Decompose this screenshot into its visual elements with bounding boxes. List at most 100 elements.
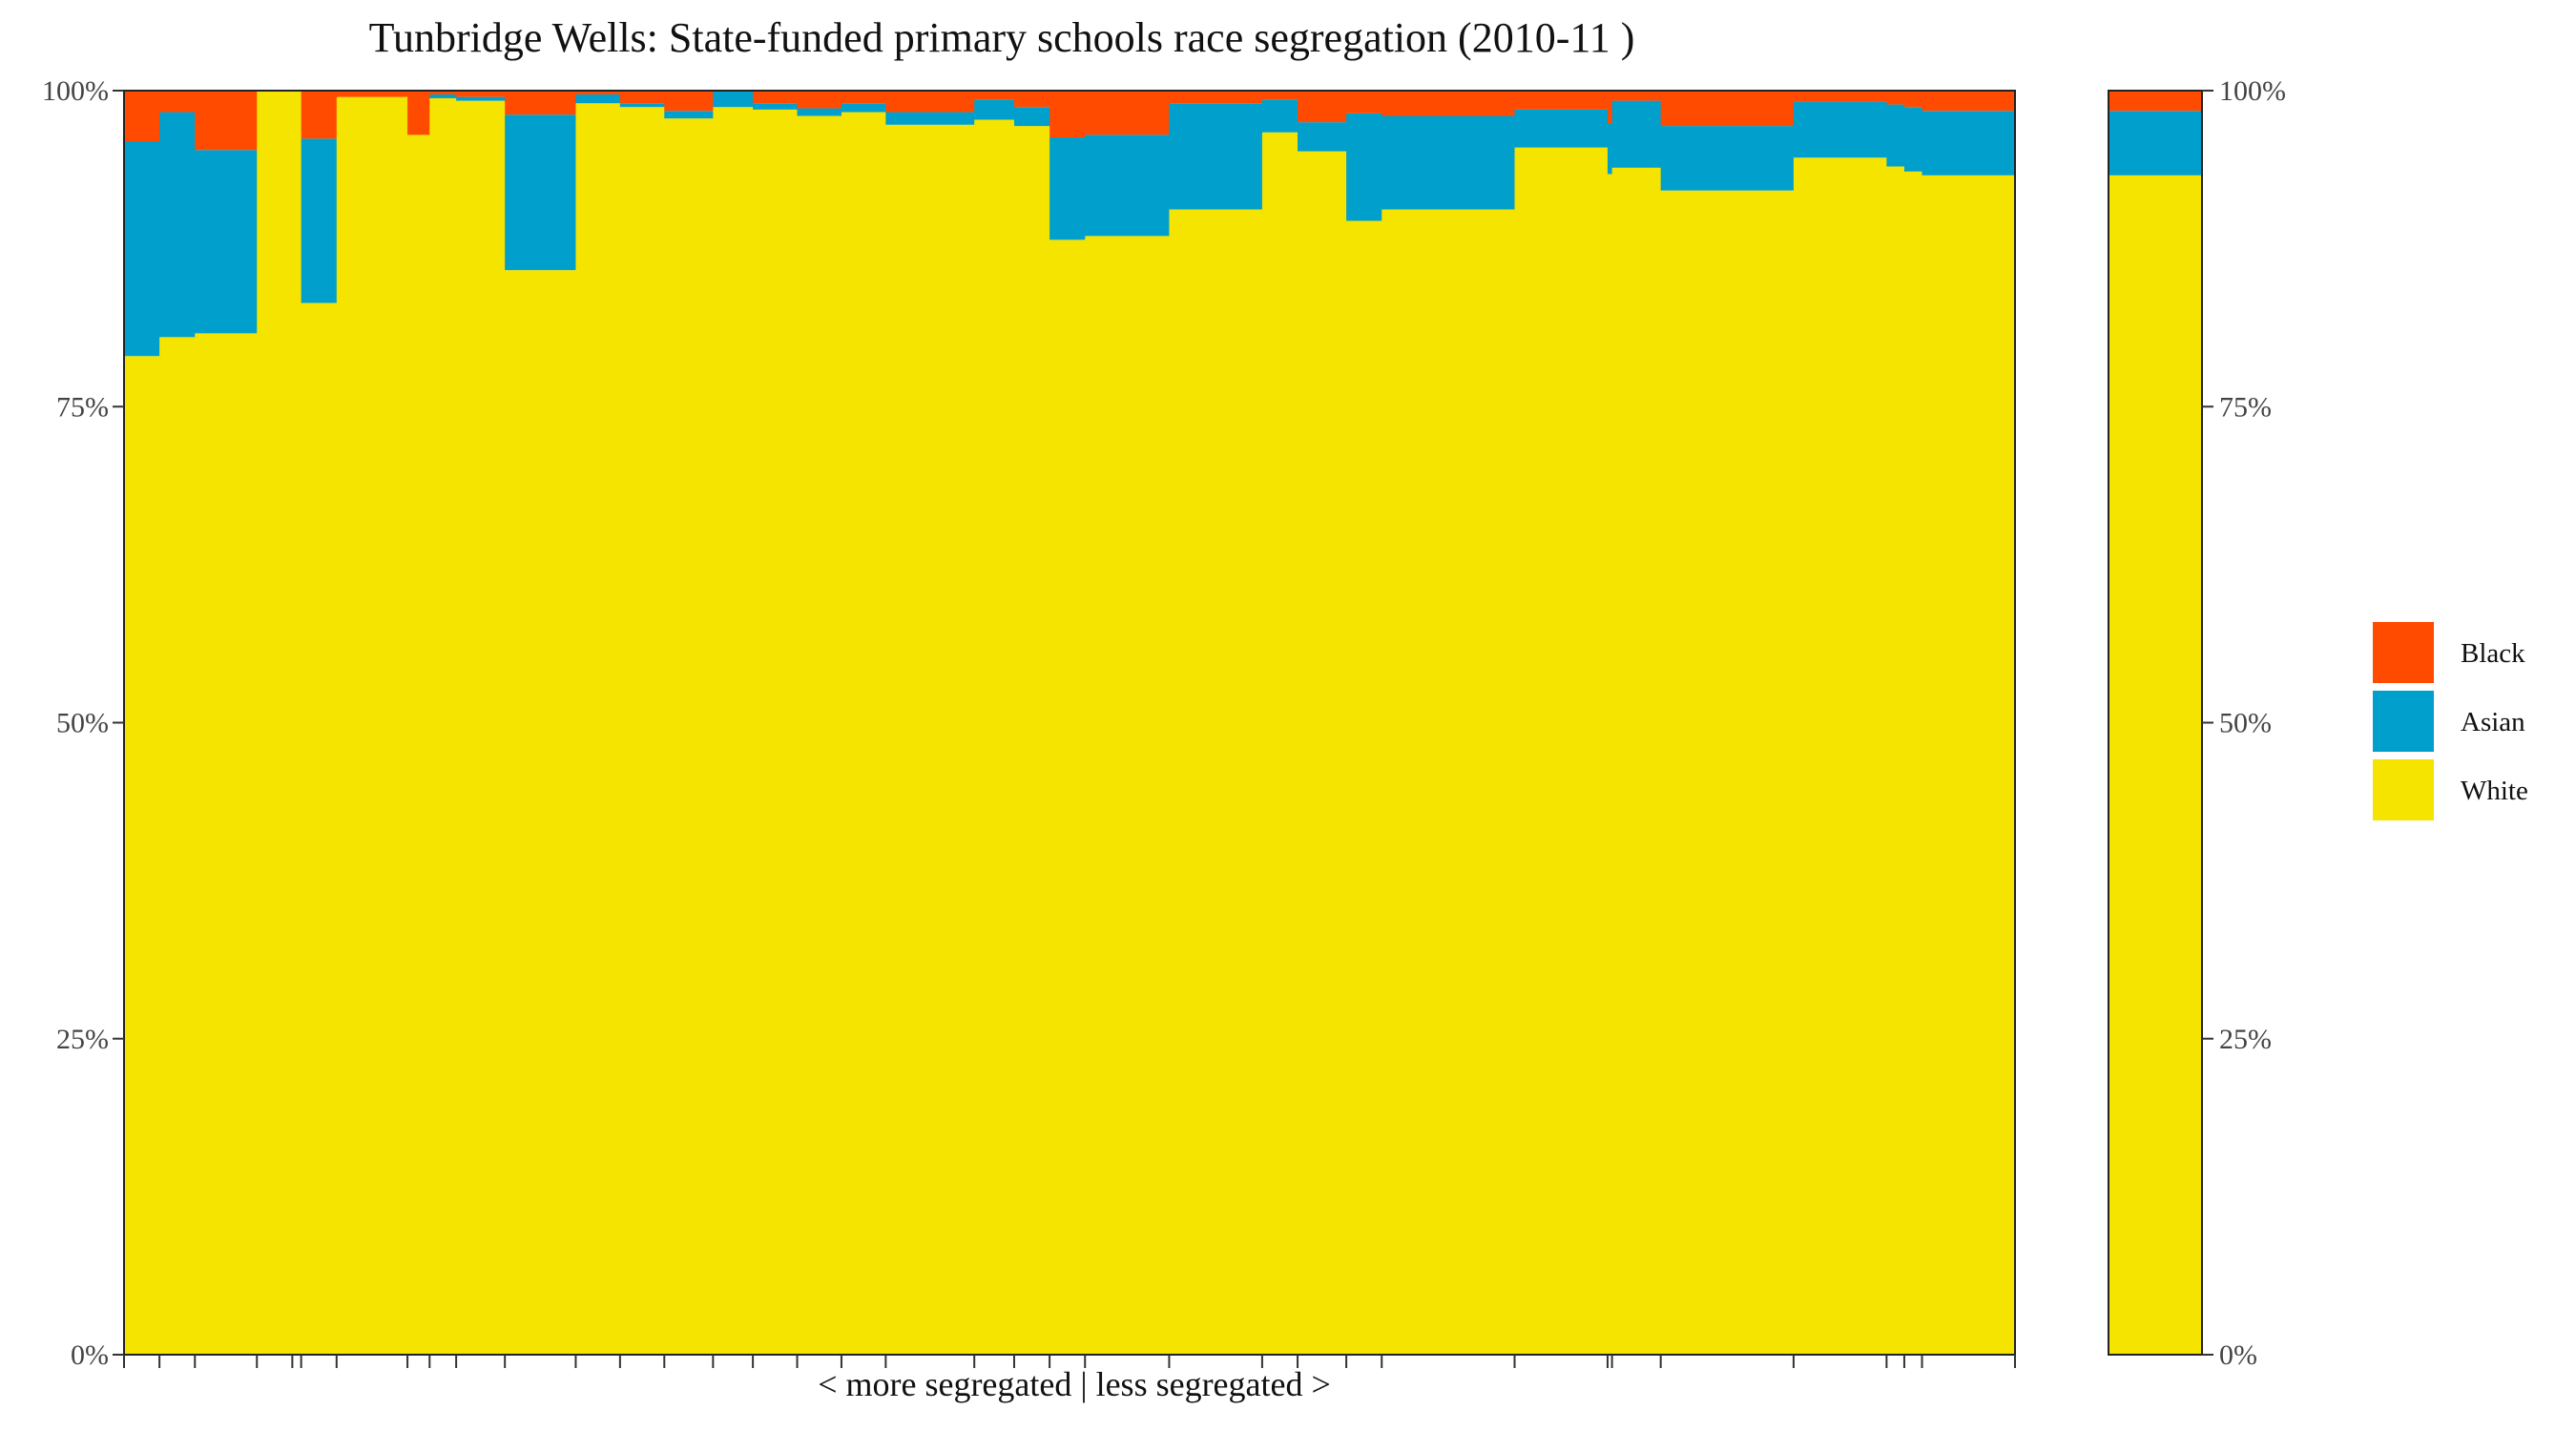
- bar-black-8: [429, 91, 457, 94]
- bar-black-21: [1049, 91, 1086, 138]
- bar-black-24: [1261, 91, 1298, 100]
- bar-white-14: [713, 107, 754, 1356]
- bar-black-7: [407, 91, 430, 135]
- bar-black-1: [159, 91, 196, 113]
- bar-black-5: [301, 91, 338, 139]
- bar-asian-33: [1886, 104, 1905, 167]
- y-tick-label-left: 25%: [56, 1024, 109, 1055]
- bar-black-18: [885, 91, 975, 113]
- bar-asian-34: [1903, 107, 1923, 172]
- bar-white-18: [885, 124, 975, 1355]
- bar-white-21: [1049, 239, 1086, 1356]
- bar-white-3: [257, 91, 293, 1355]
- y-tick-label-right: 100%: [2219, 75, 2286, 107]
- bar-asian-19: [974, 99, 1015, 120]
- bar-asian-28: [1514, 109, 1609, 148]
- bar-white-33: [1886, 166, 1905, 1355]
- legend-swatch-black: [2373, 622, 2434, 683]
- bar-asian-26: [1346, 113, 1382, 221]
- bar-white-35: [1922, 175, 2016, 1355]
- bar-black-0: [124, 91, 160, 141]
- y-tick-label-right: 25%: [2219, 1024, 2272, 1055]
- bar-black-overall: [2109, 91, 2203, 112]
- bar-asian-2: [195, 150, 258, 334]
- bar-asian-overall: [2109, 111, 2203, 176]
- bar-asian-30: [1611, 100, 1662, 168]
- legend-label-white: White: [2461, 776, 2528, 806]
- school-bars: [124, 91, 2016, 1356]
- legend-label-black: Black: [2461, 638, 2525, 669]
- bar-white-1: [159, 337, 196, 1355]
- bar-asian-14: [713, 91, 754, 108]
- legend-swatch-white: [2373, 759, 2434, 820]
- bar-asian-5: [301, 138, 338, 303]
- bar-black-22: [1085, 91, 1171, 135]
- x-axis-label: < more segregated | less segregated >: [818, 1365, 1331, 1403]
- y-tick-label-right: 0%: [2219, 1339, 2257, 1371]
- bar-asian-10: [505, 114, 577, 271]
- bar-white-5: [301, 302, 338, 1356]
- bar-black-26: [1346, 91, 1382, 114]
- bar-white-24: [1261, 132, 1298, 1356]
- bar-asian-18: [885, 112, 975, 125]
- bar-black-23: [1169, 91, 1263, 104]
- bar-white-7: [407, 135, 430, 1355]
- bar-white-6: [336, 96, 408, 1355]
- bar-black-33: [1886, 91, 1905, 105]
- bar-asian-15: [753, 103, 799, 110]
- bar-black-27: [1381, 91, 1516, 116]
- bar-black-6: [336, 91, 408, 97]
- bar-black-29: [1607, 91, 1613, 124]
- bar-black-25: [1298, 91, 1347, 123]
- bar-white-19: [974, 119, 1015, 1356]
- bar-white-31: [1660, 190, 1795, 1355]
- bar-white-11: [575, 103, 621, 1355]
- bar-white-overall: [2109, 175, 2203, 1355]
- bar-black-15: [753, 91, 799, 104]
- bar-black-19: [974, 91, 1015, 100]
- y-tick-label-right: 50%: [2219, 708, 2272, 739]
- bar-asian-0: [124, 141, 160, 357]
- bar-asian-1: [159, 112, 196, 338]
- bar-asian-9: [456, 96, 506, 101]
- bar-white-4: [292, 91, 302, 1355]
- bar-white-25: [1298, 151, 1347, 1356]
- bar-black-9: [456, 91, 506, 97]
- legend-swatch-asian: [2373, 691, 2434, 752]
- bar-white-26: [1346, 220, 1382, 1356]
- bar-black-20: [1013, 91, 1050, 108]
- bar-white-12: [619, 107, 665, 1356]
- bar-black-31: [1660, 91, 1795, 127]
- bar-black-35: [1922, 91, 2016, 112]
- bar-asian-8: [429, 93, 457, 98]
- bar-white-32: [1793, 157, 1887, 1356]
- bar-black-13: [664, 91, 714, 112]
- bar-asian-23: [1169, 103, 1263, 210]
- bar-black-12: [619, 91, 665, 104]
- bar-black-30: [1611, 91, 1662, 101]
- bar-white-13: [664, 118, 714, 1355]
- bar-white-9: [456, 100, 506, 1356]
- y-axis-right: 0% 25% 50% 75% 100%: [2202, 75, 2286, 1371]
- bar-white-28: [1514, 147, 1609, 1355]
- y-tick-label-left: 100%: [42, 75, 109, 107]
- x-axis-ticks: [123, 1355, 2016, 1368]
- chart-title: Tunbridge Wells: State-funded primary sc…: [368, 14, 1635, 61]
- bar-white-27: [1381, 209, 1516, 1355]
- bar-white-2: [195, 333, 258, 1355]
- bar-asian-32: [1793, 101, 1887, 158]
- bar-asian-22: [1085, 135, 1171, 237]
- bar-white-29: [1607, 174, 1613, 1356]
- bar-white-10: [505, 270, 577, 1355]
- y-tick-label-left: 50%: [56, 708, 109, 739]
- bar-asian-16: [797, 108, 842, 116]
- bar-asian-24: [1261, 99, 1298, 133]
- bar-white-0: [124, 356, 160, 1355]
- bar-black-2: [195, 91, 258, 151]
- bar-asian-20: [1013, 107, 1050, 127]
- bar-asian-21: [1049, 137, 1086, 240]
- bar-black-11: [575, 91, 621, 94]
- bar-white-23: [1169, 209, 1263, 1355]
- bar-asian-35: [1922, 111, 2016, 176]
- bar-white-8: [429, 97, 457, 1356]
